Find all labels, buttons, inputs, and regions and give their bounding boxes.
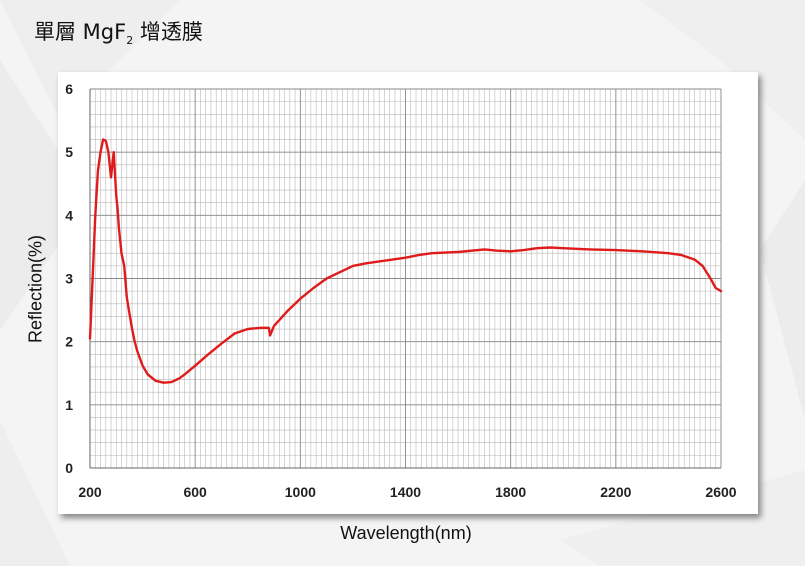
x-tick-label: 2200 (600, 484, 631, 500)
y-tick-label: 0 (65, 460, 73, 476)
reflection-series-line (88, 138, 723, 384)
y-tick-label: 1 (65, 397, 73, 413)
title-suffix: 增透膜 (133, 20, 203, 44)
x-tick-label: 1400 (390, 484, 421, 500)
series-layer (88, 138, 723, 384)
title-prefix: 單層 MgF (34, 20, 127, 44)
x-tick-label: 1800 (495, 484, 526, 500)
x-tick-label: 600 (183, 484, 207, 500)
x-tick-label: 1000 (285, 484, 316, 500)
axes (89, 89, 721, 469)
chart-panel (58, 72, 758, 514)
x-tick-label: 2600 (705, 484, 736, 500)
x-tick-label: 200 (78, 484, 102, 500)
title-subscript: 2 (126, 34, 134, 48)
x-axis-label: Wavelength(nm) (340, 523, 472, 543)
chart-title: 單層 MgF2 增透膜 (34, 16, 203, 47)
y-tick-label: 6 (65, 81, 73, 97)
y-axis-label: Reflection(%) (25, 234, 46, 344)
y-tick-label: 2 (65, 334, 73, 350)
y-tick-label: 5 (65, 144, 73, 160)
y-tick-labels: 0 1 2 3 4 5 6 (65, 81, 73, 476)
y-tick-label: 3 (65, 271, 73, 287)
x-tick-labels: 200 600 1000 1400 1800 2200 2600 (78, 484, 736, 500)
y-tick-label: 4 (65, 207, 73, 223)
